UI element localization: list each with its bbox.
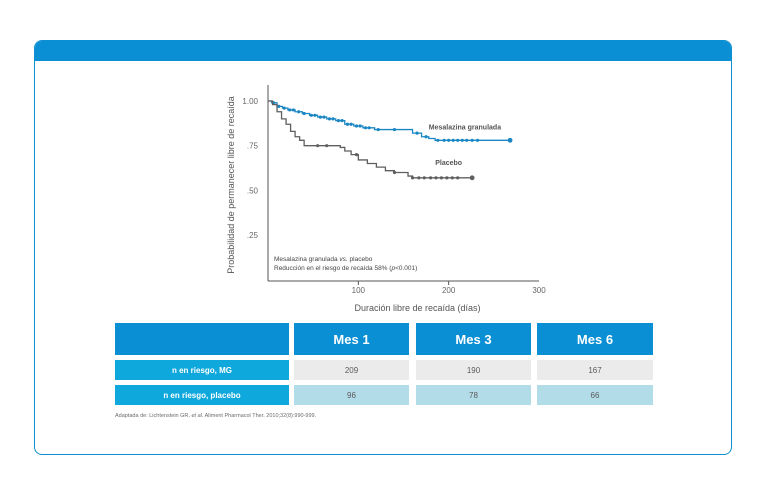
censor-mark-mesalazina-granulada <box>277 104 281 108</box>
censor-mark-mesalazina-granulada <box>460 138 464 142</box>
censor-mark-placebo <box>450 176 454 180</box>
censor-mark-mesalazina-granulada <box>376 127 380 132</box>
censor-mark-mesalazina-granulada <box>282 106 286 110</box>
series-layer: Mesalazina granulada Placebo <box>268 100 513 181</box>
risk-table-cell-placebo-mes-3: 78 <box>416 385 531 405</box>
censor-mark-mesalazina-granulada <box>318 115 322 119</box>
censor-mark-mesalazina-granulada <box>349 122 353 126</box>
y-tick-label: 1.00 <box>242 97 258 106</box>
censor-mark-mesalazina-granulada <box>358 124 362 128</box>
censor-mark-mesalazina-granulada <box>297 110 301 114</box>
chart-axes: 1.00 .75 .50 .25 100 200 300 <box>242 85 546 295</box>
censor-mark-mesalazina-granulada <box>475 138 480 142</box>
censor-mark-mesalazina-granulada <box>363 126 368 130</box>
censor-mark-placebo <box>325 144 329 148</box>
censor-mark-mesalazina-granulada <box>470 138 474 142</box>
censor-mark-mesalazina-granulada <box>331 117 335 121</box>
x-axis-label: Duración libre de recaída (días) <box>354 303 480 313</box>
chart-card: 1.00 .75 .50 .25 100 200 300 Mesalazina granul… <box>34 40 732 455</box>
censor-mark-placebo <box>417 176 421 180</box>
censor-mark-mesalazina-granulada <box>436 138 440 142</box>
censor-mark-mesalazina-granulada <box>447 138 451 142</box>
x-tick-label: 200 <box>442 286 456 295</box>
censor-mark-placebo <box>439 176 444 180</box>
card-header-bar <box>35 41 731 61</box>
censor-mark-mesalazina-granulada <box>415 131 419 135</box>
source-footnote: Adaptada de: Lichtenstein GR, et al. Ali… <box>115 413 317 419</box>
kaplan-meier-chart: 1.00 .75 .50 .25 100 200 300 Mesalazina granul… <box>226 85 546 313</box>
endpoint-placebo <box>469 175 475 181</box>
censor-mark-placebo <box>434 176 438 180</box>
censor-mark-mesalazina-granulada <box>456 138 460 142</box>
chart-annotation-line-2: Reducción en el riesgo de recaída 58% (p… <box>274 265 417 272</box>
risk-table-row-label-placebo: n en riesgo, placebo <box>115 385 289 405</box>
x-tick-label: 300 <box>532 286 546 295</box>
series-label-placebo: Placebo <box>435 160 462 167</box>
censor-mark-placebo <box>422 176 426 180</box>
risk-table-header-mes-1: Mes 1 <box>294 323 409 355</box>
risk-table-row-label-mg: n en riesgo, MG <box>115 360 289 380</box>
y-tick-label: .75 <box>247 142 259 151</box>
censor-mark-mesalazina-granulada <box>340 119 344 123</box>
censor-mark-placebo <box>316 144 320 148</box>
censor-mark-placebo <box>354 153 359 157</box>
chart-annotation-line-1: Mesalazina granulada vs. placebo <box>274 256 373 263</box>
censor-mark-mesalazina-granulada <box>367 126 371 130</box>
risk-table-cell-mg-mes-3: 190 <box>416 360 531 380</box>
risk-table-cell-placebo-mes-6: 66 <box>537 385 653 405</box>
censor-mark-placebo <box>392 170 397 175</box>
censor-mark-placebo <box>456 176 460 180</box>
endpoint-mesalazina-granulada <box>507 137 513 143</box>
x-tick-label: 100 <box>352 286 366 295</box>
series-label-mesalazina-granulada: Mesalazina granulada <box>429 124 501 131</box>
censor-mark-placebo <box>410 176 415 180</box>
censor-mark-mesalazina-granulada <box>451 138 455 142</box>
y-tick-label: .50 <box>247 186 259 195</box>
censor-mark-mesalazina-granulada <box>345 122 350 126</box>
risk-table-cell-mg-mes-1: 209 <box>294 360 409 380</box>
censor-mark-mesalazina-granulada <box>288 108 292 112</box>
censor-mark-mesalazina-granulada <box>313 113 317 117</box>
censor-mark-mesalazina-granulada <box>291 108 295 112</box>
censor-mark-placebo <box>445 176 449 180</box>
risk-table-cell-mg-mes-6: 167 <box>537 360 653 380</box>
censor-mark-placebo <box>429 176 433 180</box>
censor-mark-mesalazina-granulada <box>424 135 428 139</box>
y-tick-label: .25 <box>247 231 259 240</box>
censor-mark-mesalazina-granulada <box>354 124 359 128</box>
risk-table-cell-placebo-mes-1: 96 <box>294 385 409 405</box>
censor-mark-mesalazina-granulada <box>392 127 397 132</box>
y-axis-label: Probabilidad de permanecer libre de reca… <box>226 96 236 274</box>
risk-table-header-mes-3: Mes 3 <box>416 323 531 355</box>
risk-table-corner <box>115 323 289 355</box>
censor-mark-mesalazina-granulada <box>327 117 332 121</box>
series-line-mesalazina-granulada <box>268 100 511 141</box>
censor-mark-mesalazina-granulada <box>465 138 469 142</box>
censor-mark-mesalazina-granulada <box>322 115 326 119</box>
censor-mark-mesalazina-granulada <box>309 113 313 117</box>
censor-mark-mesalazina-granulada <box>302 111 306 116</box>
censor-mark-mesalazina-granulada <box>442 138 446 142</box>
risk-table-header-mes-6: Mes 6 <box>537 323 653 355</box>
censor-mark-mesalazina-granulada <box>336 119 341 123</box>
